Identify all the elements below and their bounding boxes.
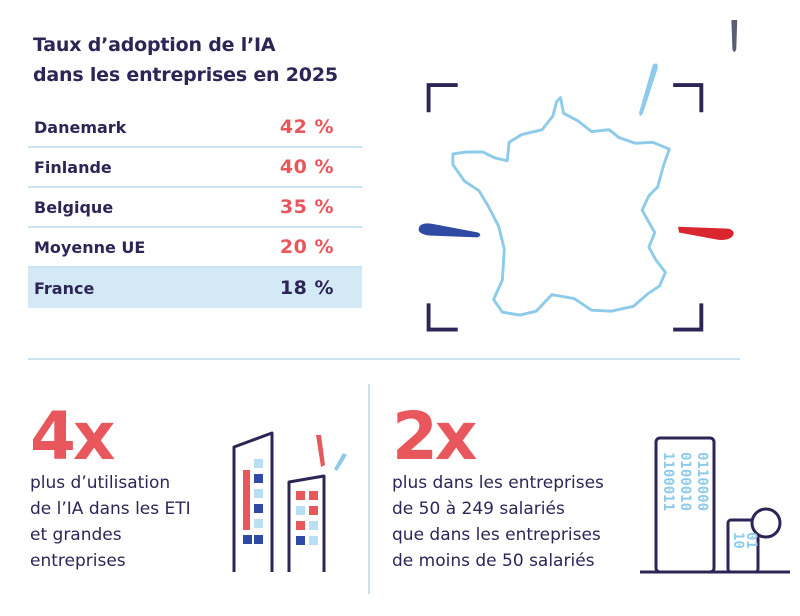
binary-column: 0110000 (694, 452, 710, 511)
column-divider (368, 384, 370, 594)
flag-blue-stroke-icon (418, 223, 481, 238)
flag-red-stroke-icon (678, 226, 734, 240)
table-row: Belgique 35 % (28, 188, 362, 228)
binary-towers-icon: 1100011 0100010 0110000 10 01 (640, 436, 790, 574)
stat-size-line: de 50 à 249 salariés (392, 499, 565, 519)
stat-size-line: que dans les entreprises (392, 525, 601, 545)
stat-eti-big-number: 4x (30, 398, 115, 475)
stat-size-line: plus dans les entreprises (392, 473, 604, 493)
title-line-1: Taux d’adoption de l’IA (33, 34, 276, 56)
binary-column: 01 (743, 532, 759, 549)
table-row: Finlande 40 % (28, 148, 362, 188)
spark-blue-icon (334, 453, 347, 471)
building-windows-right (296, 491, 318, 545)
corner-brackets (426, 83, 704, 332)
stat-eti-line: et grandes (30, 525, 122, 545)
stat-eti-text: plus d’utilisation de l’IA dans les ETI … (30, 470, 191, 574)
buildings-icon (232, 431, 347, 572)
country-label: Finlande (34, 157, 112, 177)
adoption-rate: 35 % (279, 196, 334, 218)
title-line-2: dans les entreprises en 2025 (33, 64, 338, 86)
binary-column: 10 (730, 532, 746, 549)
adoption-rate: 18 % (279, 277, 334, 299)
table-row: Danemark 42 % (28, 108, 362, 148)
page-title: Taux d’adoption de l’IA dans les entrepr… (33, 30, 338, 90)
light-blue-stroke-icon (639, 63, 658, 116)
building-windows-left (243, 459, 263, 544)
binary-column: 0100010 (677, 452, 693, 511)
country-label: France (34, 278, 95, 298)
country-label: Moyenne UE (34, 237, 146, 257)
top-navy-stroke-icon (731, 20, 738, 53)
stat-size-big-number: 2x (392, 398, 477, 475)
table-row: Moyenne UE 20 % (28, 228, 362, 268)
stat-eti-line: de l’IA dans les ETI (30, 499, 191, 519)
table-row-highlight: France 18 % (28, 268, 362, 308)
stat-size-text: plus dans les entreprises de 50 à 249 sa… (392, 470, 604, 574)
stat-size-line: de moins de 50 salariés (392, 551, 595, 571)
adoption-rate: 40 % (279, 156, 334, 178)
building-red-band (243, 470, 250, 530)
adoption-rate: 42 % (279, 116, 334, 138)
stat-eti-line: entreprises (30, 551, 126, 571)
france-map-illustration (418, 20, 738, 332)
country-label: Danemark (34, 117, 127, 137)
section-divider (28, 358, 740, 360)
binary-column: 1100011 (660, 452, 676, 511)
spark-red-icon (316, 435, 325, 467)
france-outline-icon (451, 96, 671, 317)
adoption-table: Danemark 42 % Finlande 40 % Belgique 35 … (28, 108, 362, 308)
adoption-rate: 20 % (279, 236, 334, 258)
country-label: Belgique (34, 197, 114, 217)
stat-eti-line: plus d’utilisation (30, 473, 171, 493)
